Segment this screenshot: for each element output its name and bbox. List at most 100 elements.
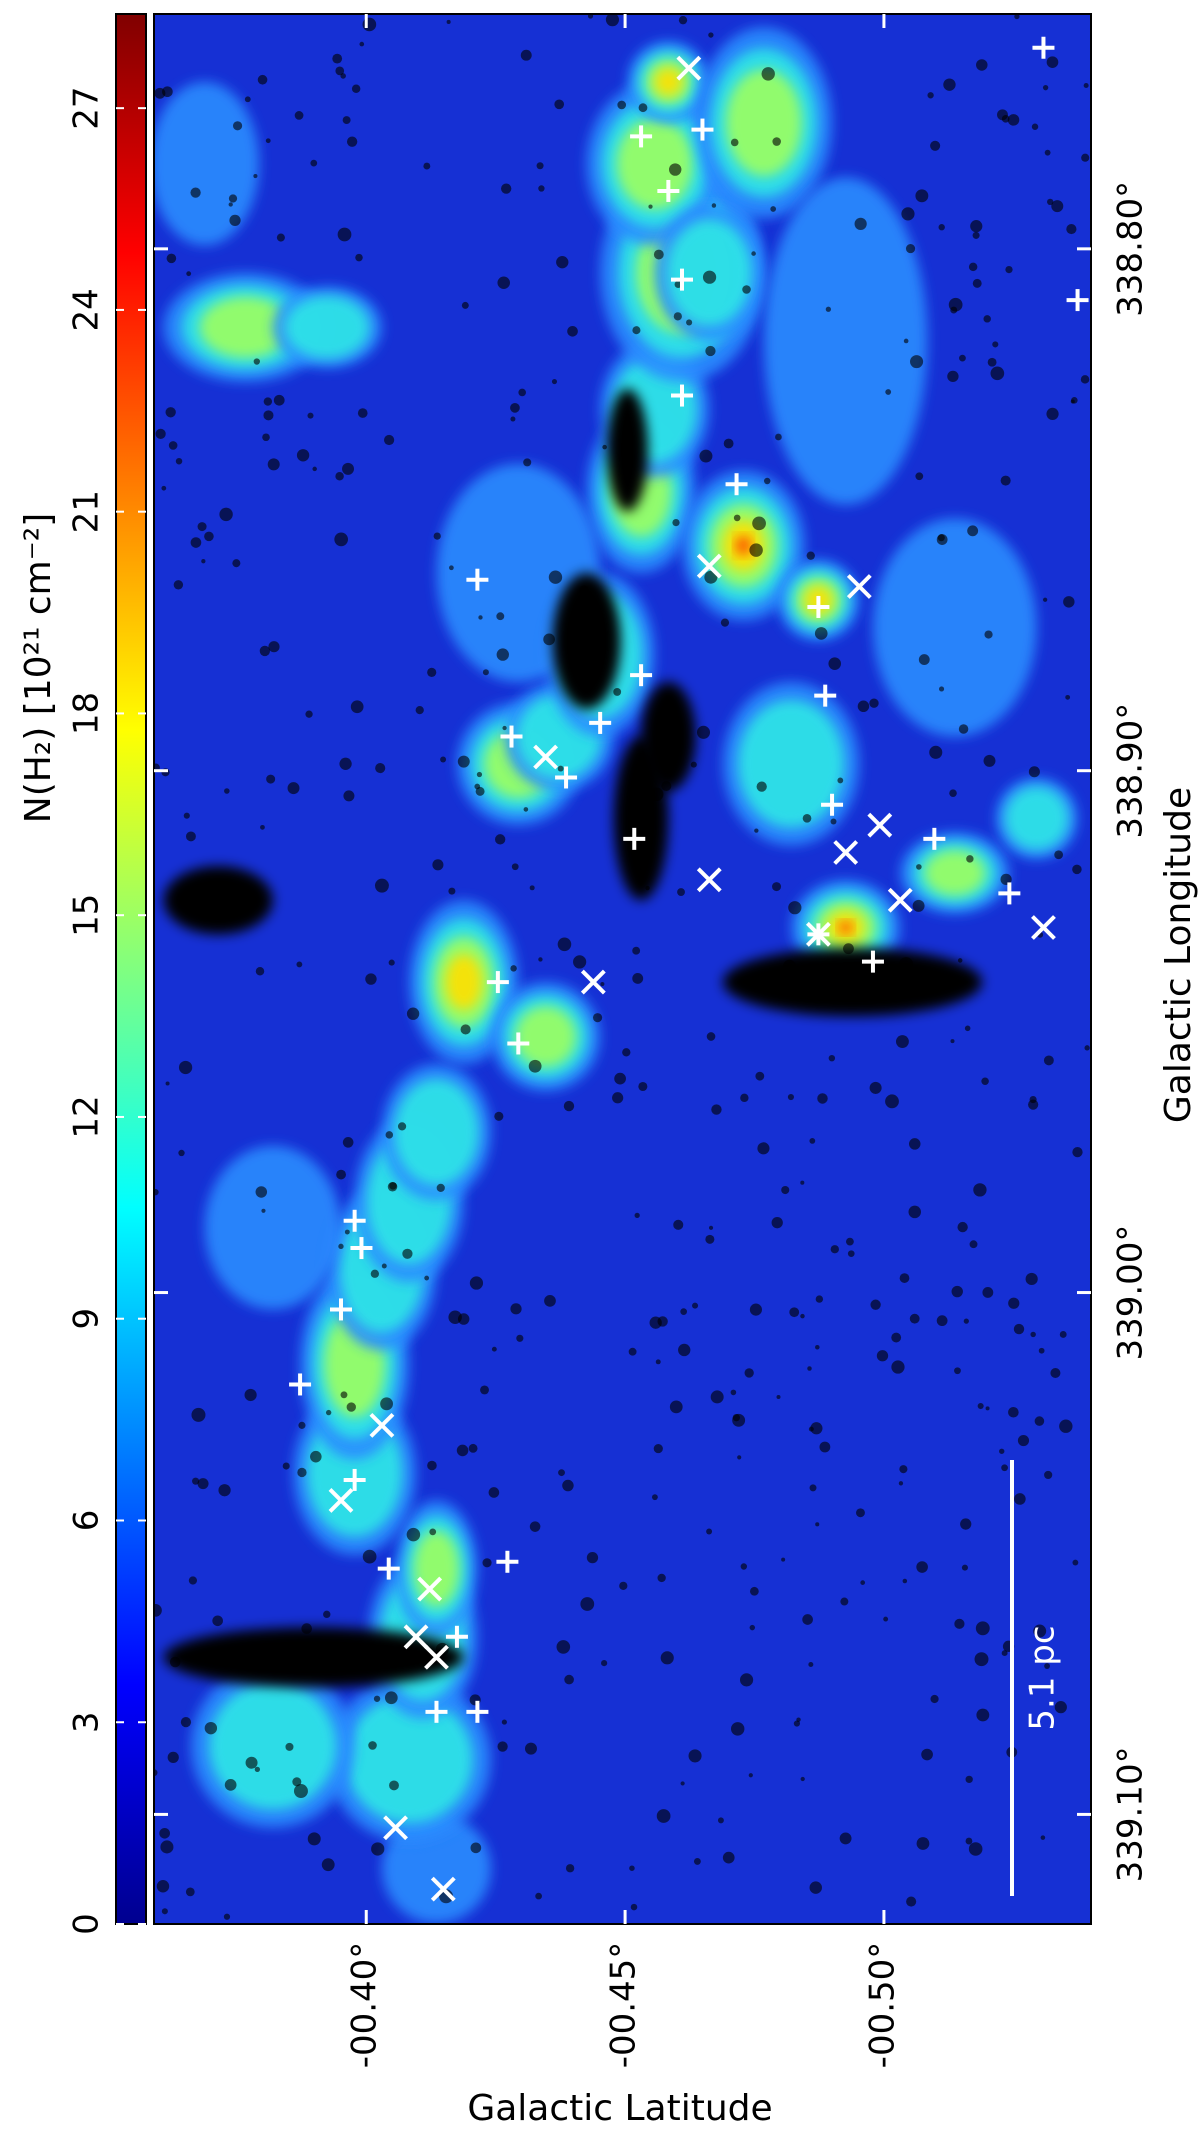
speckle (806, 551, 815, 560)
speckle (543, 633, 555, 646)
speckle (544, 1294, 556, 1307)
speckle (257, 74, 268, 85)
speckle (293, 1784, 308, 1799)
speckle (185, 1887, 195, 1897)
speckle (723, 438, 734, 449)
speckle (749, 1303, 762, 1316)
speckle (282, 1462, 290, 1470)
speckle (843, 943, 854, 955)
speckle (1044, 1663, 1050, 1669)
speckle (1040, 1835, 1046, 1840)
speckle (476, 771, 483, 778)
speckle (424, 1275, 430, 1281)
speckle (520, 49, 532, 61)
speckle (669, 1400, 683, 1414)
source-marker (328, 1487, 354, 1513)
speckle (840, 1597, 849, 1606)
speckle (548, 570, 563, 584)
speckle (1007, 114, 1020, 126)
speckle (384, 1691, 398, 1705)
speckle (649, 1316, 662, 1329)
speckle (730, 1389, 737, 1396)
speckle (446, 19, 451, 24)
speckle (253, 358, 260, 365)
speckle (614, 1072, 626, 1085)
speckle (518, 388, 526, 397)
speckle (190, 187, 201, 198)
speckle (661, 781, 672, 792)
source-marker (430, 1876, 456, 1902)
speckle (265, 138, 271, 144)
speckle (224, 1778, 237, 1791)
speckle (169, 1656, 181, 1668)
speckle (511, 863, 519, 871)
speckle (772, 137, 781, 146)
speckle (346, 1402, 356, 1412)
speckle (510, 402, 520, 413)
speckle (787, 1093, 795, 1101)
speckle (178, 1060, 193, 1075)
speckle (645, 885, 650, 891)
speckle (612, 1092, 624, 1104)
speckle (749, 543, 763, 557)
speckle (427, 1460, 437, 1471)
speckle (605, 14, 620, 27)
speckle (966, 855, 974, 863)
speckle (982, 1287, 994, 1298)
colorbar-tick-label: 15 (67, 894, 107, 937)
speckle (905, 244, 916, 254)
speckle (501, 183, 512, 194)
speckle (869, 1081, 882, 1094)
speckle (950, 306, 958, 314)
speckle (613, 687, 622, 696)
speckle (244, 96, 251, 103)
map-frame (153, 13, 1092, 1925)
emission (736, 536, 751, 555)
speckle (1000, 475, 1011, 486)
speckle (771, 1217, 783, 1229)
speckle (155, 428, 166, 439)
y-axis-title: Galactic Longitude (1158, 787, 1199, 1123)
speckle (1046, 407, 1059, 421)
speckle (930, 1694, 939, 1704)
speckle (830, 1245, 839, 1254)
speckle (301, 1623, 312, 1634)
speckle (501, 1719, 507, 1725)
speckle (359, 41, 365, 47)
speckle (536, 162, 544, 170)
speckle (981, 1077, 989, 1086)
speckle (305, 710, 313, 718)
speckle (556, 1640, 571, 1654)
speckle (677, 888, 685, 896)
emission (345, 1695, 474, 1824)
speckle (478, 615, 483, 620)
speckle (335, 472, 344, 481)
speckle (708, 32, 714, 38)
emission (737, 700, 845, 828)
speckle (1042, 597, 1048, 602)
source-marker (696, 867, 722, 893)
y-tick-label: 339.10° (1111, 1746, 1151, 1882)
speckle (737, 1455, 742, 1460)
speckle (497, 1741, 508, 1752)
speckle (1033, 1624, 1047, 1638)
speckle (1013, 1323, 1025, 1335)
speckle (906, 1896, 917, 1907)
speckle (705, 345, 716, 357)
speckle (528, 1059, 542, 1073)
speckle (562, 1479, 574, 1492)
speckle (371, 1842, 385, 1856)
speckle (829, 981, 841, 992)
speckle (752, 516, 766, 531)
speckle (912, 899, 925, 912)
speckle (648, 204, 653, 209)
speckle (402, 1248, 413, 1259)
y-tick-label: 338.90° (1111, 703, 1151, 839)
colorbar-tick-label: 18 (67, 692, 107, 735)
speckle (748, 1773, 753, 1778)
speckle (899, 957, 913, 971)
speckle (927, 92, 934, 99)
speckle (523, 458, 532, 467)
speckle (749, 1624, 756, 1631)
speckle (629, 1865, 635, 1871)
